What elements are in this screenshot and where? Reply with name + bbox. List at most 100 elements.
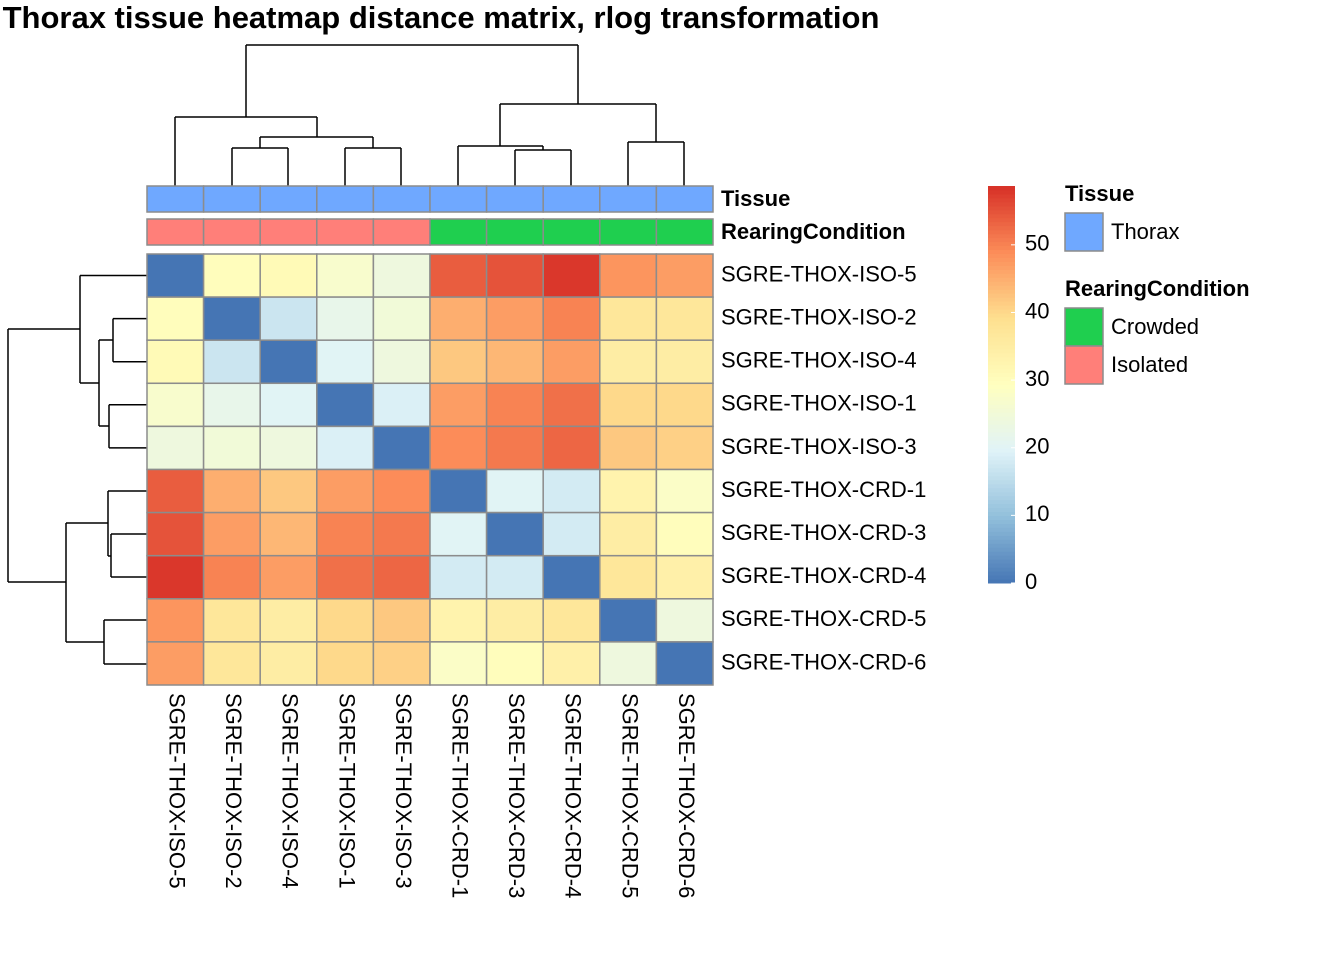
colorbar-step xyxy=(988,193,1015,199)
colorbar-step xyxy=(988,340,1015,346)
colorbar-step xyxy=(988,241,1015,247)
heatmap-cell xyxy=(316,468,375,514)
column-label: SGRE-THOX-ISO-4 xyxy=(278,693,303,889)
column-label: SGRE-THOX-ISO-5 xyxy=(164,693,189,889)
heatmap-cell xyxy=(542,641,601,686)
heatmap-cell xyxy=(599,253,658,298)
legend-title: RearingCondition xyxy=(1065,276,1250,301)
heatmap-cell xyxy=(259,554,318,600)
colorbar-step xyxy=(988,384,1015,389)
heatmap-cell xyxy=(202,382,261,428)
heatmap-cell xyxy=(485,598,544,643)
colorbar-step xyxy=(988,317,1015,322)
heatmap-cell xyxy=(316,425,375,471)
heatmap-cell xyxy=(372,598,431,643)
annotation-name: Tissue xyxy=(721,186,790,211)
heatmap-cell xyxy=(655,554,714,600)
colorbar-step xyxy=(988,217,1015,223)
heatmap-cell xyxy=(429,554,488,600)
heatmap-cell xyxy=(316,554,375,600)
heatmap-cell xyxy=(599,425,658,471)
colorbar-step xyxy=(988,305,1015,310)
heatmap-cell xyxy=(485,339,544,385)
colorbar-step xyxy=(988,519,1015,524)
annotation-name: RearingCondition xyxy=(721,219,906,244)
colorbar-tick-label: 40 xyxy=(1025,298,1049,323)
heatmap-cell xyxy=(259,425,318,471)
heatmap-cell xyxy=(202,339,261,385)
heatmap-cell xyxy=(316,339,375,385)
annotation-cell xyxy=(599,185,658,213)
heatmap-cell xyxy=(316,296,375,341)
colorbar-step xyxy=(988,213,1015,219)
heatmap-cell xyxy=(202,468,261,514)
colorbar-step xyxy=(988,400,1015,405)
colorbar-step xyxy=(988,273,1015,278)
colorbar-step xyxy=(988,527,1015,532)
heatmap-cell xyxy=(146,598,205,643)
colorbar-step xyxy=(988,416,1015,421)
colorbar-step xyxy=(988,265,1015,270)
row-label: SGRE-THOX-CRD-1 xyxy=(721,477,926,502)
heatmap-cell xyxy=(655,296,714,341)
colorbar-step xyxy=(988,491,1015,497)
annotation-cell xyxy=(202,185,261,213)
column-label: SGRE-THOX-CRD-1 xyxy=(447,693,472,898)
column-label: SGRE-THOX-CRD-5 xyxy=(617,693,642,898)
colorbar-step xyxy=(988,380,1015,385)
colorbar-step xyxy=(988,396,1015,401)
colorbar-step xyxy=(988,448,1015,453)
colorbar-step xyxy=(988,436,1015,441)
row-label: SGRE-THOX-ISO-5 xyxy=(721,261,917,286)
annotation-cell xyxy=(202,218,261,246)
annotation-cell xyxy=(655,218,714,246)
heatmap-cell xyxy=(429,382,488,428)
colorbar-step xyxy=(988,364,1015,370)
heatmap-cell xyxy=(259,339,318,385)
colorbar-step xyxy=(988,336,1015,342)
colorbar-step xyxy=(988,372,1015,378)
annotation-cell xyxy=(542,185,601,213)
annotation-cell xyxy=(655,185,714,213)
colorbar-step xyxy=(988,356,1015,362)
heatmap-cell xyxy=(146,296,205,341)
legend-swatch xyxy=(1064,212,1104,252)
colorbar-step xyxy=(988,189,1015,195)
annotation-cell xyxy=(372,185,431,213)
legend-label: Isolated xyxy=(1111,352,1188,377)
colorbar-step xyxy=(988,539,1015,544)
colorbar-tick-label: 10 xyxy=(1025,501,1049,526)
colorbar-step xyxy=(988,245,1015,251)
heatmap-cell xyxy=(202,511,261,557)
heatmap-cell xyxy=(599,382,658,428)
heatmap-cell xyxy=(655,598,714,643)
heatmap-cell xyxy=(202,253,261,298)
heatmap-cell xyxy=(259,382,318,428)
colorbar-step xyxy=(988,332,1015,338)
colorbar-step xyxy=(988,289,1015,294)
row-label: SGRE-THOX-ISO-4 xyxy=(721,348,917,373)
heatmap-cell xyxy=(655,339,714,385)
colorbar-step xyxy=(988,467,1015,473)
colorbar-step xyxy=(988,463,1015,469)
colorbar-step xyxy=(988,515,1015,520)
colorbar-step xyxy=(988,233,1015,239)
colorbar-step xyxy=(988,392,1015,397)
colorbar-step xyxy=(988,201,1015,207)
heatmap-cell xyxy=(429,296,488,341)
colorbar-step xyxy=(988,261,1015,266)
heatmap-cell xyxy=(655,253,714,298)
row-label: SGRE-THOX-ISO-3 xyxy=(721,434,917,459)
colorbar-step xyxy=(988,229,1015,235)
heatmap-cell xyxy=(372,554,431,600)
heatmap-cell xyxy=(485,382,544,428)
colorbar-step xyxy=(988,555,1015,560)
colorbar-step xyxy=(988,237,1015,243)
heatmap-cell xyxy=(259,511,318,557)
colorbar-step xyxy=(988,360,1015,366)
annotation-cell xyxy=(485,185,544,213)
colorbar-step xyxy=(988,186,1015,191)
colorbar-step xyxy=(988,376,1015,382)
colorbar-tick-label: 0 xyxy=(1025,569,1037,594)
